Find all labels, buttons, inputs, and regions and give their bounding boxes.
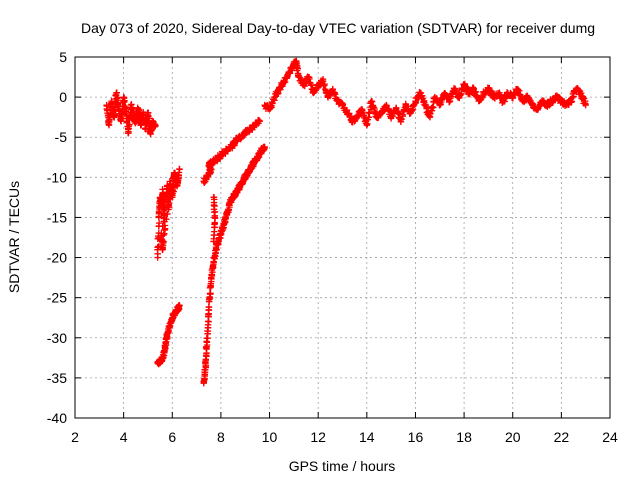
x-tick-label: 10 <box>262 429 278 445</box>
data-point-marker <box>473 93 481 100</box>
data-point-marker <box>370 103 377 110</box>
x-tick-label: 4 <box>120 429 128 445</box>
axis-ticks: 2 4 6 8 10 12 14 16 18 20 22 2450-5-10-15-20-25-30-… <box>47 49 618 445</box>
data-point-marker <box>457 91 464 99</box>
data-point-marker <box>271 94 278 101</box>
data-point-marker <box>256 117 264 125</box>
data-point-marker <box>207 290 214 297</box>
data-point-marker <box>161 222 169 229</box>
x-tick-label: 18 <box>456 429 472 445</box>
data-point-marker <box>155 243 162 250</box>
data-points <box>103 57 589 387</box>
data-point-marker <box>165 201 172 209</box>
y-tick-label: -10 <box>47 169 67 185</box>
y-tick-label: -35 <box>47 370 67 386</box>
data-point-marker <box>167 195 174 203</box>
x-tick-label: 6 <box>168 429 176 445</box>
y-tick-label: -20 <box>47 250 67 266</box>
x-tick-label: 12 <box>310 429 326 445</box>
data-point-marker <box>286 70 294 77</box>
x-tick-label: 20 <box>505 429 521 445</box>
data-point-marker <box>176 166 183 173</box>
y-tick-label: 0 <box>59 89 67 105</box>
data-point-marker <box>331 89 339 96</box>
data-point-marker <box>412 98 420 106</box>
data-point-marker <box>579 94 586 101</box>
data-point-marker <box>398 115 405 123</box>
data-point-marker <box>393 105 400 112</box>
x-tick-label: 24 <box>602 429 618 445</box>
data-point-marker <box>176 302 183 309</box>
x-tick-label: 22 <box>554 429 570 445</box>
y-tick-label: 5 <box>59 49 67 65</box>
data-point-marker <box>170 188 177 195</box>
x-tick-label: 2 <box>71 429 79 445</box>
data-point-marker <box>430 104 437 111</box>
x-tick-label: 16 <box>408 429 424 445</box>
data-point-marker <box>173 177 180 185</box>
data-point-marker <box>582 101 589 109</box>
y-tick-label: -30 <box>47 330 67 346</box>
plot-frame <box>74 56 611 419</box>
data-point-marker <box>160 238 167 245</box>
data-point-marker <box>281 79 288 86</box>
y-tick-label: -40 <box>47 410 67 426</box>
data-point-marker <box>168 192 176 199</box>
y-axis-label: SDTVAR / TECUs <box>6 181 22 293</box>
data-point-marker <box>171 184 179 191</box>
data-point-marker <box>174 171 182 179</box>
data-point-marker <box>307 82 315 89</box>
y-tick-label: -25 <box>47 290 67 306</box>
data-point-marker <box>321 82 328 89</box>
data-point-marker <box>399 111 406 118</box>
data-point-marker <box>160 226 168 234</box>
data-point-marker <box>165 323 173 331</box>
x-tick-label: 8 <box>217 429 225 445</box>
data-point-marker <box>267 105 274 112</box>
chart-title: Day 073 of 2020, Sidereal Day-to-day VTE… <box>81 20 595 36</box>
data-point-marker <box>429 103 436 111</box>
x-axis-label: GPS time / hours <box>289 458 396 474</box>
data-point-marker <box>322 86 329 93</box>
y-tick-label: -5 <box>55 129 68 145</box>
x-tick-label: 14 <box>359 429 375 445</box>
data-point-marker <box>366 110 373 117</box>
data-point-marker <box>152 121 159 129</box>
data-point-marker <box>155 219 163 227</box>
data-point-marker <box>164 210 171 218</box>
y-tick-label: -15 <box>47 209 67 225</box>
data-point-marker <box>261 143 268 151</box>
